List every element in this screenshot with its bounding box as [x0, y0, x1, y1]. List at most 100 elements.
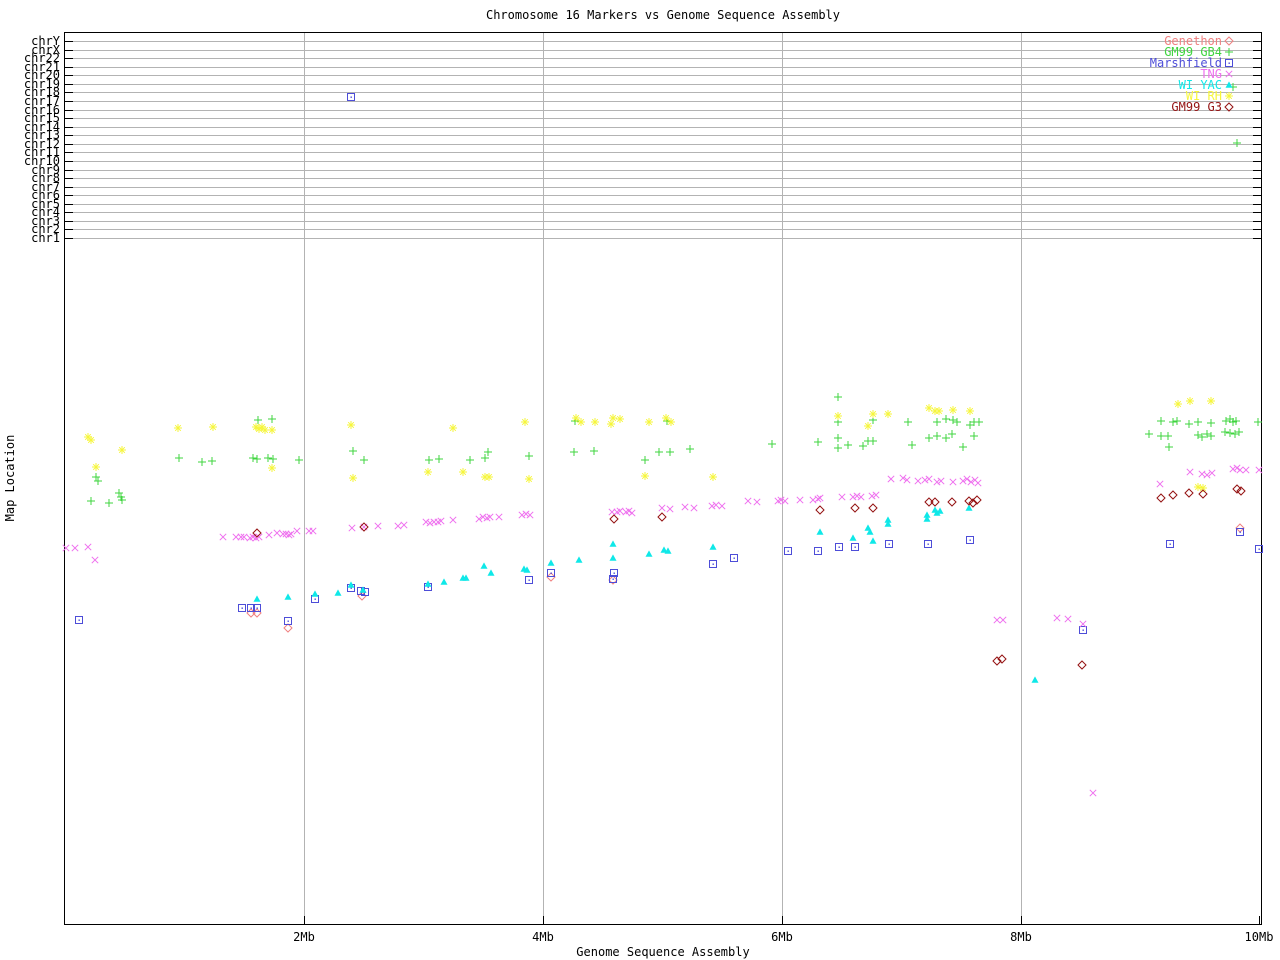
marker-marshfield — [238, 604, 246, 612]
marker-wi_rh — [965, 406, 975, 416]
marker-gm99_g3 — [1168, 490, 1178, 500]
marker-wi_rh — [863, 421, 873, 431]
marker-tng — [1208, 469, 1216, 477]
marker-tng — [937, 477, 945, 485]
marker-tng — [279, 530, 287, 538]
marker-wi_yac — [440, 578, 448, 585]
marker-tng — [857, 493, 865, 501]
marker-gm99_gb4 — [1144, 429, 1154, 439]
marker-tng — [949, 478, 957, 486]
marker-wi_rh — [484, 472, 494, 482]
marker-gm99_gb4 — [640, 455, 650, 465]
ytick-label-chr10: chr10 — [23, 154, 60, 168]
marker-wi_rh — [208, 422, 218, 432]
marker-wi_yac — [645, 550, 653, 557]
ytick-label-chr22: chr22 — [23, 51, 60, 65]
marker-tng — [974, 479, 982, 487]
marker-gm99_g3 — [924, 497, 934, 507]
marker-gm99_g3 — [1236, 486, 1246, 496]
marker-tng — [71, 544, 79, 552]
marker-wi_rh — [520, 417, 530, 427]
ytick-label-chrY: chrY — [31, 34, 60, 48]
marker-gm99_g3 — [657, 512, 667, 522]
marker-tng — [273, 529, 281, 537]
marker-gm99_gb4 — [1232, 138, 1242, 148]
marker-marshfield — [814, 547, 822, 555]
marker-gm99_gb4 — [294, 455, 304, 465]
marker-tng — [309, 527, 317, 535]
marker-wi_rh — [267, 463, 277, 473]
marker-gm99_gb4 — [843, 440, 853, 450]
marker-tng — [925, 475, 933, 483]
marker-wi_rh — [524, 474, 534, 484]
marker-tng — [816, 494, 824, 502]
marker-gm99_g3 — [1156, 493, 1166, 503]
legend-label-wi_rh: WI RH — [1185, 89, 1222, 103]
marker-wi_rh — [423, 467, 433, 477]
ytick-label-chr6: chr6 — [31, 188, 60, 202]
marker-gm99_gb4 — [252, 454, 262, 464]
marker-wi_rh — [571, 413, 581, 423]
marker-wi_yac — [849, 534, 857, 541]
marker-gm99_gb4 — [1221, 416, 1231, 426]
marker-tng — [690, 504, 698, 512]
marker-wi_rh — [868, 409, 878, 419]
marker-gm99_gb4 — [207, 456, 217, 466]
marker-tng — [91, 556, 99, 564]
marker-wi_yac — [480, 562, 488, 569]
marker-tng — [838, 493, 846, 501]
marker-gm99_gb4 — [359, 455, 369, 465]
marker-wi_rh — [661, 413, 671, 423]
marker-tng — [914, 477, 922, 485]
ytick-label-chr12: chr12 — [23, 137, 60, 151]
marker-gm99_gb4 — [1193, 417, 1203, 427]
marker-marshfield — [730, 554, 738, 562]
legend-label-tng: TNG — [1200, 67, 1222, 81]
marker-gm99_gb4 — [424, 455, 434, 465]
marker-gm99_g3 — [964, 496, 974, 506]
marker-wi_rh — [590, 417, 600, 427]
marker-gm99_gb4 — [1206, 418, 1216, 428]
marker-gm99_gb4 — [947, 429, 957, 439]
marker-wi_rh — [1173, 399, 1183, 409]
marker-gm99_gb4 — [907, 440, 917, 450]
marker-wi_rh — [458, 467, 468, 477]
data-points — [62, 82, 1263, 797]
marker-wi_rh — [173, 423, 183, 433]
marker-gm99_gb4 — [833, 392, 843, 402]
marker-tng — [348, 524, 356, 532]
marker-genethon — [283, 623, 293, 633]
ytick-label-chr21: chr21 — [23, 60, 60, 74]
marker-wi_yac — [609, 554, 617, 561]
marker-gm99_gb4 — [932, 431, 942, 441]
marker-gm99_gb4 — [1172, 416, 1182, 426]
marker-tng — [1064, 615, 1072, 623]
marker-gm99_gb4 — [114, 488, 124, 498]
marker-marshfield — [966, 536, 974, 544]
marker-gm99_gb4 — [958, 442, 968, 452]
ytick-label-chr18: chr18 — [23, 85, 60, 99]
marker-gm99_gb4 — [1168, 417, 1178, 427]
marker-wi_yac — [547, 559, 555, 566]
marker-gm99_gb4 — [174, 453, 184, 463]
marker-wi_rh — [348, 473, 358, 483]
marker-wi_rh — [883, 409, 893, 419]
marker-gm99_gb4 — [267, 414, 277, 424]
marker-wi_rh — [117, 445, 127, 455]
marker-wi_yac — [284, 593, 292, 600]
marker-tng — [681, 503, 689, 511]
marker-gm99_gb4 — [1193, 430, 1203, 440]
xtick-label-4Mb: 4Mb — [532, 930, 554, 944]
marker-wi_yac — [1031, 676, 1039, 683]
marker-tng — [753, 498, 761, 506]
marker-tng — [526, 511, 534, 519]
marker-wi_rh — [934, 406, 944, 416]
marker-tng — [744, 497, 752, 505]
marker-gm99_gb4 — [86, 496, 96, 506]
marker-gm99_gb4 — [1184, 419, 1194, 429]
marker-wi_yac — [311, 590, 319, 597]
marker-tng — [666, 505, 674, 513]
marker-gm99_gb4 — [589, 446, 599, 456]
marker-gm99_gb4 — [833, 433, 843, 443]
marker-wi_rh — [1206, 396, 1216, 406]
